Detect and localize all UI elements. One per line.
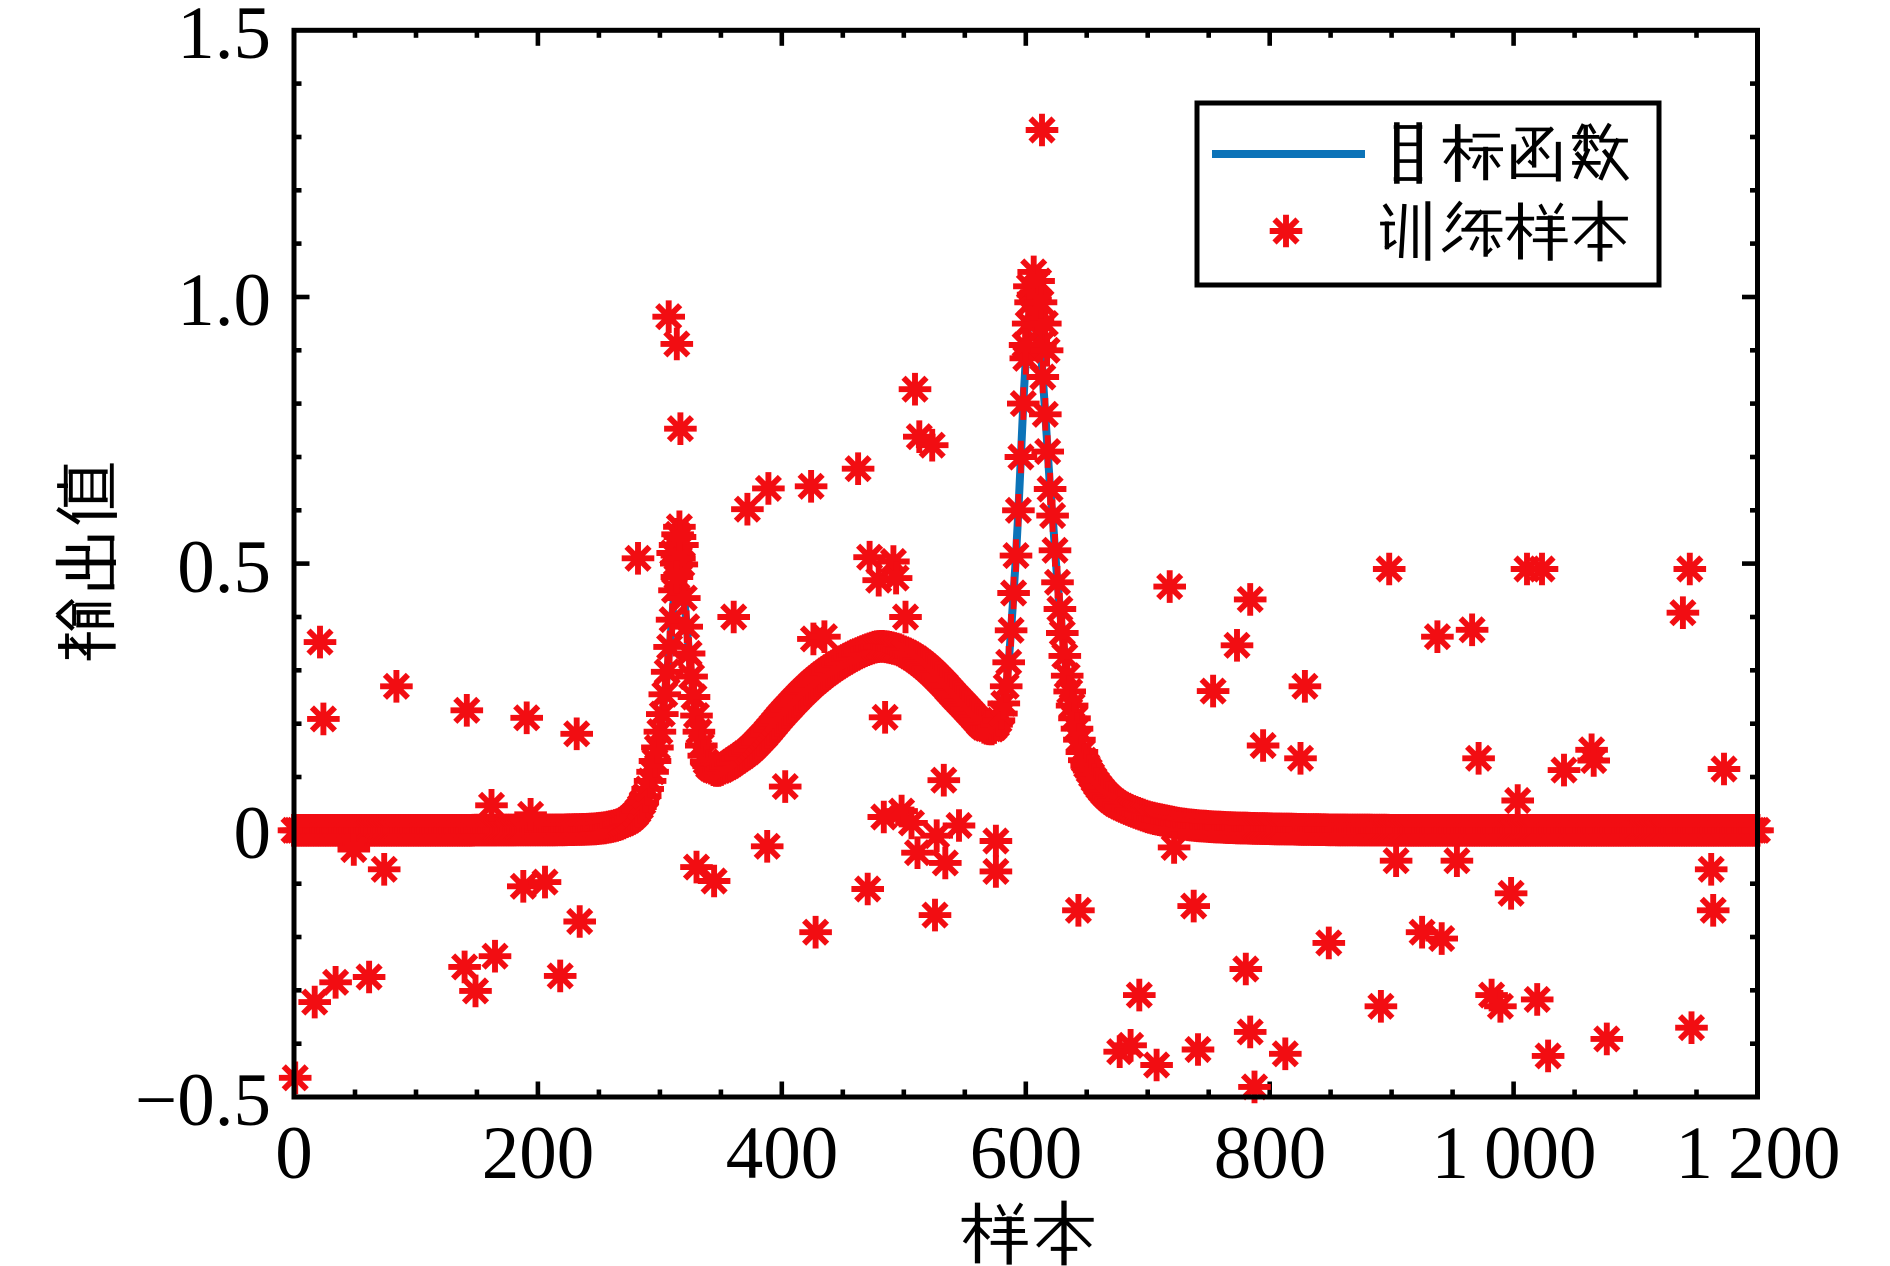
- svg-text:1.5: 1.5: [177, 0, 271, 75]
- svg-text:800: 800: [1214, 1112, 1327, 1195]
- svg-text:400: 400: [726, 1112, 839, 1195]
- svg-text:1 000: 1 000: [1431, 1112, 1596, 1195]
- svg-text:0.5: 0.5: [177, 526, 271, 609]
- svg-text:200: 200: [482, 1112, 595, 1195]
- svg-text:1.0: 1.0: [177, 259, 271, 342]
- svg-text:600: 600: [970, 1112, 1083, 1195]
- svg-text:0: 0: [234, 792, 272, 875]
- svg-text:−0.5: −0.5: [135, 1059, 271, 1142]
- svg-text:0: 0: [275, 1112, 313, 1195]
- svg-text:1 200: 1 200: [1675, 1112, 1840, 1195]
